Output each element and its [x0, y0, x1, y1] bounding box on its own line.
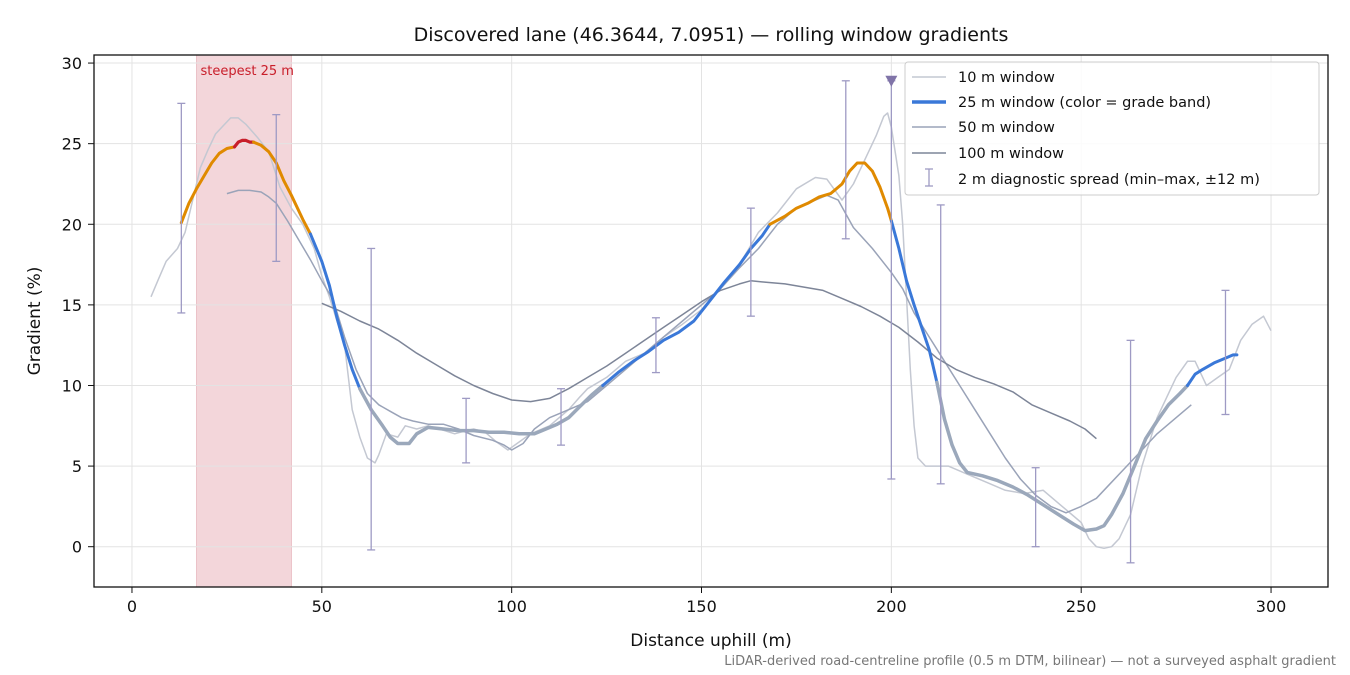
- errorbar: [841, 80, 850, 240]
- x-tick-label: 300: [1256, 597, 1287, 616]
- legend-label-100m: 100 m window: [958, 146, 1064, 162]
- errorbar: [272, 113, 281, 263]
- series-line-10m-window: [150, 112, 1272, 550]
- errorbar: [367, 247, 376, 551]
- peak-marker-triangle: [885, 75, 898, 87]
- errorbar: [1221, 289, 1230, 416]
- series-line-25m-window-segment-peak: [232, 138, 256, 149]
- errorbar: [936, 204, 945, 485]
- y-tick-label: 20: [62, 215, 82, 234]
- errorbar: [746, 207, 755, 317]
- legend: 10 m window 25 m window (color = grade b…: [904, 61, 1320, 196]
- series-line-25m-window-segment-moderate: [308, 232, 362, 391]
- legend-swatch-errorbar: [925, 168, 933, 187]
- y-tick-label: 30: [62, 54, 82, 73]
- x-axis-label: Distance uphill (m): [630, 631, 791, 651]
- series-line-50m-window: [226, 189, 1192, 514]
- x-tick-label: 50: [312, 597, 332, 616]
- legend-label-25m: 25 m window (color = grade band): [958, 95, 1211, 111]
- series-lines: [150, 112, 1272, 550]
- x-tick-label: 200: [876, 597, 907, 616]
- x-tick-label: 150: [686, 597, 717, 616]
- legend-box: [904, 61, 1320, 196]
- y-tick-label: 10: [62, 376, 82, 395]
- steepest-band-layer: steepest 25 m: [196, 54, 294, 588]
- marker-layer: [885, 75, 898, 87]
- y-tick-label: 25: [62, 135, 82, 154]
- x-tick-label: 0: [127, 597, 137, 616]
- y-tick-label: 5: [72, 457, 82, 476]
- x-tick-label: 250: [1066, 597, 1097, 616]
- footnote: LiDAR-derived road-centreline profile (0…: [724, 654, 1336, 669]
- y-axis-ticks: 0 5 10 15 20 25 30: [62, 54, 94, 557]
- series-line-25m-window-segment-moderate: [889, 219, 939, 384]
- x-tick-label: 100: [496, 597, 527, 616]
- series-line-25m-window-segment-steep: [179, 145, 236, 225]
- errorbar: [1126, 339, 1135, 564]
- errorbar: [462, 397, 471, 464]
- chart-title: Discovered lane (46.3644, 7.0951) — roll…: [414, 24, 1009, 46]
- series-line-25m-window-segment-steep: [252, 140, 312, 236]
- errorbar: [1031, 467, 1040, 548]
- grid-lines: [94, 55, 1328, 587]
- legend-label-errorbar: 2 m diagnostic spread (min–max, ±12 m): [958, 172, 1260, 188]
- errorbar: [651, 317, 660, 374]
- series-line-25m-window-segment-gentle: [358, 383, 605, 446]
- legend-label-50m: 50 m window: [958, 120, 1055, 136]
- y-axis-label: Gradient (%): [25, 267, 45, 376]
- steepest-25m-band: [196, 54, 292, 588]
- errorbar: [557, 388, 566, 446]
- errorbar: [177, 102, 186, 314]
- x-axis-ticks: 0 50 100 150 200 250 300: [127, 587, 1286, 616]
- series-line-100m-window: [321, 279, 1097, 440]
- steepest-25m-label: steepest 25 m: [201, 64, 294, 79]
- legend-label-10m: 10 m window: [958, 70, 1055, 86]
- plot-frame: [93, 54, 1329, 588]
- series-line-25m-window-segment-gentle: [935, 380, 1190, 533]
- y-tick-label: 15: [62, 296, 82, 315]
- y-tick-label: 0: [72, 538, 82, 557]
- series-line-25m-window-segment-moderate: [1186, 353, 1239, 387]
- errorbars: [177, 80, 1230, 564]
